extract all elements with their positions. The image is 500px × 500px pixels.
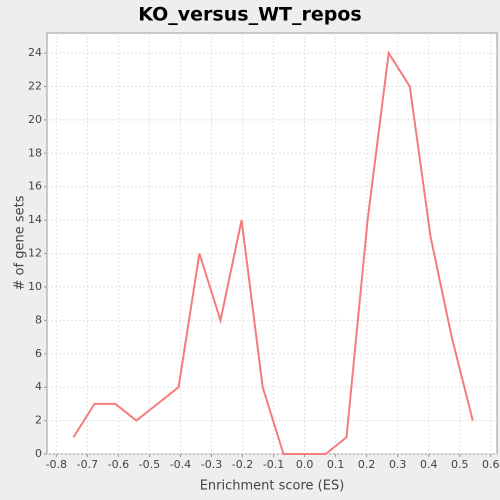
y-tick-label: 20 xyxy=(28,113,42,126)
y-tick-label: 16 xyxy=(28,180,42,193)
chart-title: KO_versus_WT_repos xyxy=(138,4,361,26)
data-line xyxy=(72,50,474,455)
x-tick-label: 0.1 xyxy=(327,458,345,471)
x-tick-label: -0.7 xyxy=(77,458,98,471)
y-tick-label: 2 xyxy=(35,414,42,427)
x-tick-label: 0.3 xyxy=(389,458,407,471)
x-tick-label: -0.8 xyxy=(46,458,67,471)
y-tick-label: 14 xyxy=(28,213,42,226)
x-tick-label: -0.3 xyxy=(201,458,222,471)
x-tick-label: -0.6 xyxy=(108,458,129,471)
y-tick-label: 18 xyxy=(28,146,42,159)
x-tick-label: 0.5 xyxy=(451,458,469,471)
plot-area xyxy=(46,32,498,455)
y-tick-label: 8 xyxy=(35,313,42,326)
x-tick-label: -0.5 xyxy=(139,458,160,471)
x-tick-label: 0.4 xyxy=(420,458,438,471)
y-tick-label: 10 xyxy=(28,280,42,293)
y-axis-label: # of gene sets xyxy=(13,195,28,290)
y-tick-label: 12 xyxy=(28,247,42,260)
x-tick-label: 0.0 xyxy=(296,458,314,471)
y-tick-label: 4 xyxy=(35,380,42,393)
x-tick-label: -0.4 xyxy=(170,458,191,471)
x-tick-label: 0.2 xyxy=(358,458,376,471)
y-tick-label: 6 xyxy=(35,347,42,360)
x-axis-label: Enrichment score (ES) xyxy=(200,479,345,494)
y-tick-label: 22 xyxy=(28,79,42,92)
y-tick-label: 24 xyxy=(28,46,42,59)
x-tick-label: 0.6 xyxy=(482,458,500,471)
x-tick-label: -0.1 xyxy=(263,458,284,471)
y-tick-label: 0 xyxy=(35,447,42,460)
x-tick-label: -0.2 xyxy=(232,458,253,471)
